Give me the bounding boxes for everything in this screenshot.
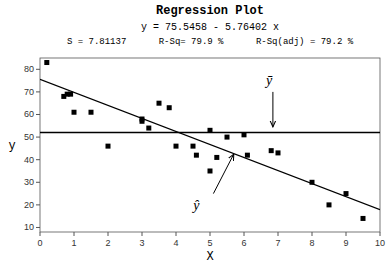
y-tick [36,91,40,92]
point [72,110,77,115]
annotation: ŷ [191,198,200,213]
x-tick [380,232,381,236]
subtitle: y = 75.5458 - 5.76402 x [141,22,279,33]
regression-line [40,79,380,209]
x-tick [210,232,211,236]
point [106,144,111,149]
point [214,155,219,160]
x-tick [346,232,347,236]
y-tick [36,227,40,228]
annotation: ȳ [264,73,273,88]
x-tick [278,232,279,236]
data [40,60,380,221]
y-tick-label: 20 [24,200,34,210]
x-tick [312,232,313,236]
x-tick [244,232,245,236]
point [269,148,274,153]
x-tick [40,232,41,236]
y-tick-label: 70 [24,87,34,97]
y-tick-label: 10 [24,222,34,232]
x-tick-label: 8 [309,238,314,248]
y-tick [36,159,40,160]
y-tick [36,137,40,138]
point [146,126,151,131]
x-tick-label: 6 [241,238,246,248]
point [361,216,366,221]
x-tick [142,232,143,236]
y-tick-label: 80 [24,64,34,74]
subtitle: S = 7.81137 R-Sq= 79.9 % R-Sq(adj) = 79.… [67,37,354,47]
title: Regression Plot [156,4,264,18]
point [225,135,230,140]
point [167,105,172,110]
point [44,60,49,65]
y-tick-label: 40 [24,155,34,165]
y-tick [36,204,40,205]
y-tick-label: 60 [24,109,34,119]
y-tick-label: 30 [24,177,34,187]
point [276,150,281,155]
chart: Regression Plot y = 75.5458 - 5.76402 x S … [0,0,391,267]
x-tick-label: 3 [139,238,144,248]
point [327,202,332,207]
point [157,101,162,106]
y-tick-label: 50 [24,132,34,142]
x-tick-label: 9 [343,238,348,248]
point [89,110,94,115]
point [208,168,213,173]
plot-frame [40,58,380,232]
axes: 0 1 2 3 4 5 6 7 8 9 10 10 20 30 40 50 60 70 80 Xy [8,58,385,264]
x-axis-label: X [206,250,213,264]
x-tick-label: 10 [375,238,385,248]
y-tick [36,69,40,70]
x-tick-label: 2 [105,238,110,248]
x-tick [74,232,75,236]
y-tick [36,182,40,183]
annotations: ȳŷ [191,73,273,213]
x-tick-label: 7 [275,238,280,248]
x-tick-label: 4 [173,238,178,248]
annotation-arrow [213,154,233,194]
x-tick [176,232,177,236]
y-axis-label: y [8,139,15,153]
annotation-arrow [272,92,273,127]
point [174,144,179,149]
y-tick [36,114,40,115]
point [194,153,199,158]
point [191,144,196,149]
x-tick-label: 1 [71,238,76,248]
point [68,92,73,97]
x-tick-label: 0 [37,238,42,248]
point [245,153,250,158]
x-tick [108,232,109,236]
x-tick-label: 5 [207,238,212,248]
mean-line [40,132,380,134]
